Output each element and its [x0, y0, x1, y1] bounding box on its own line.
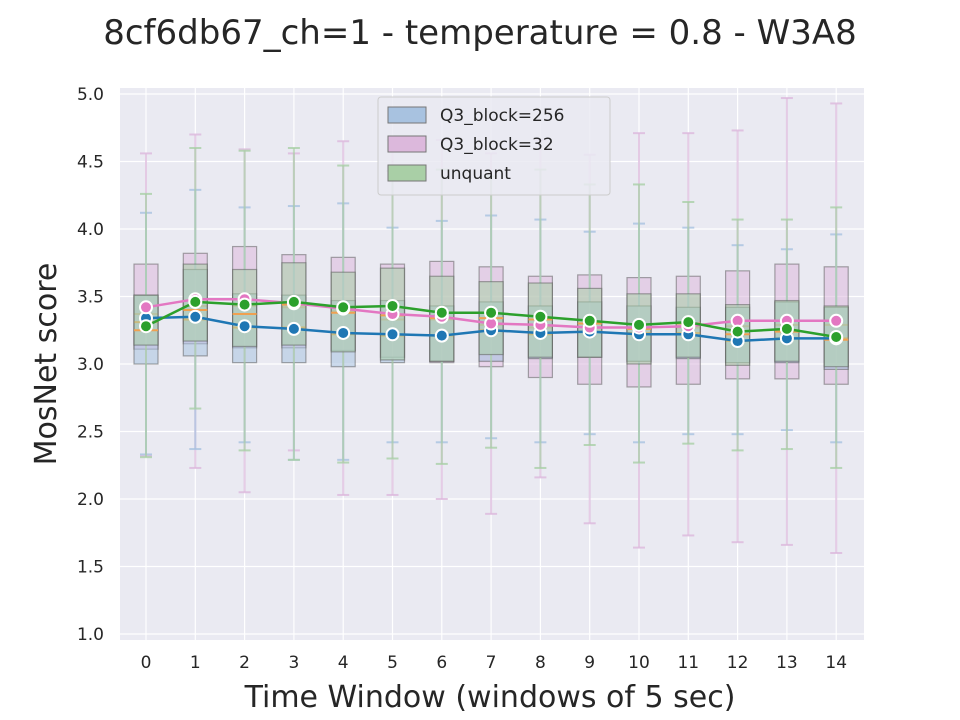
x-tick-label: 9	[584, 653, 595, 673]
x-tick-label: 3	[288, 653, 299, 673]
mean-point	[139, 300, 153, 315]
mean-point	[779, 321, 794, 336]
mean-point	[286, 294, 301, 309]
x-tick-label: 14	[825, 653, 847, 673]
x-tick-label: 0	[141, 653, 152, 673]
x-tick-label: 13	[776, 653, 798, 673]
legend-label: Q3_block=32	[440, 135, 554, 155]
y-tick-label: 1.5	[77, 558, 104, 578]
y-tick-label: 3.5	[77, 288, 104, 308]
mean-point	[237, 297, 252, 312]
y-tick-label: 2.5	[77, 423, 104, 443]
y-axis-ticks: 1.0 1.5 2.0 2.5 3.0 3.5 4.0 4.5 5.0	[77, 85, 104, 645]
mean-point	[139, 319, 153, 334]
mean-point	[829, 313, 844, 328]
x-tick-label: 2	[239, 653, 250, 673]
y-tick-label: 5.0	[77, 85, 104, 105]
x-tick-label: 4	[338, 653, 349, 673]
mean-point	[336, 300, 351, 315]
legend-box	[377, 96, 611, 196]
y-axis-label: MosNet score	[29, 263, 64, 466]
legend-swatch	[387, 135, 427, 153]
x-axis-label: Time Window (windows of 5 sec)	[244, 680, 736, 715]
boxplots	[133, 97, 849, 554]
mean-point	[336, 325, 351, 340]
y-tick-label: 3.0	[77, 355, 104, 375]
mean-point	[434, 305, 449, 320]
x-tick-label: 10	[628, 653, 650, 673]
mean-point	[188, 294, 203, 309]
mean-point	[582, 313, 597, 328]
legend-label: Q3_block=256	[440, 106, 565, 126]
mean-point	[434, 328, 449, 343]
x-tick-label: 11	[677, 653, 699, 673]
legend-label: unquant	[440, 164, 511, 184]
x-tick-label: 7	[486, 653, 497, 673]
mean-point	[730, 324, 745, 339]
mean-point	[681, 315, 696, 330]
y-tick-label: 4.0	[77, 220, 104, 240]
legend-swatch	[387, 164, 427, 182]
mean-point	[829, 330, 844, 344]
x-axis-ticks: 0 1 2 3 4 5 6 7 8 9 10 11 12 13 14	[141, 653, 847, 673]
mean-point	[632, 317, 646, 332]
y-tick-label: 4.5	[77, 153, 104, 173]
x-tick-label: 8	[535, 653, 546, 673]
mean-point	[385, 327, 400, 342]
x-tick-label: 5	[387, 653, 398, 673]
legend-swatch	[387, 106, 427, 124]
mean-point	[237, 319, 252, 334]
mean-line-series-2	[139, 294, 844, 344]
mean-point	[533, 309, 548, 324]
x-tick-label: 1	[190, 653, 201, 673]
mean-point	[385, 298, 400, 313]
y-tick-label: 1.0	[77, 625, 104, 645]
chart-title: 8cf6db67_ch=1 - temperature = 0.8 - W3A8	[103, 13, 857, 53]
x-tick-label: 6	[436, 653, 447, 673]
mean-point	[484, 305, 499, 320]
mean-point	[188, 309, 203, 324]
y-tick-label: 2.0	[77, 490, 104, 510]
mean-point	[286, 321, 301, 336]
x-tick-label: 12	[727, 653, 749, 673]
mean-lines	[139, 292, 844, 349]
mean-line-series-0	[139, 309, 844, 349]
